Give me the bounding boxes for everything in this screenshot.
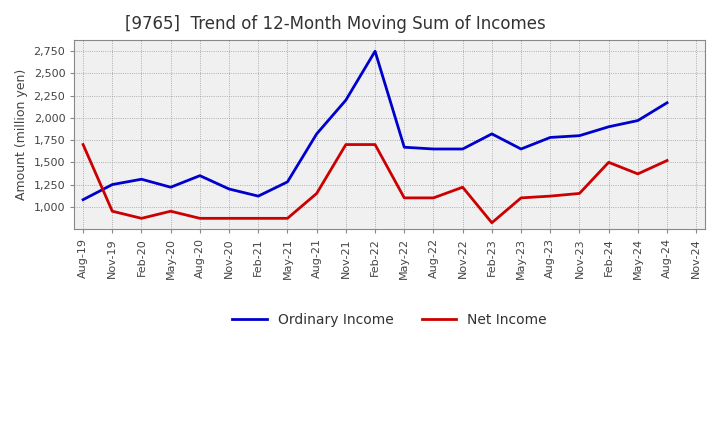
Ordinary Income [604, 124, 613, 129]
Net Income [78, 142, 87, 147]
Ordinary Income [78, 197, 87, 202]
Ordinary Income [341, 98, 350, 103]
Y-axis label: Amount (million yen): Amount (million yen) [15, 69, 28, 200]
Net Income [341, 142, 350, 147]
Net Income [138, 216, 146, 221]
Ordinary Income [225, 187, 233, 192]
Net Income [108, 209, 117, 214]
Ordinary Income [254, 194, 263, 199]
Line: Net Income: Net Income [83, 145, 667, 223]
Net Income [254, 216, 263, 221]
Legend: Ordinary Income, Net Income: Ordinary Income, Net Income [227, 308, 553, 333]
Ordinary Income [138, 176, 146, 182]
Net Income [400, 195, 408, 201]
Ordinary Income [662, 100, 671, 106]
Net Income [634, 171, 642, 176]
Text: [9765]  Trend of 12-Month Moving Sum of Incomes: [9765] Trend of 12-Month Moving Sum of I… [125, 15, 546, 33]
Net Income [196, 216, 204, 221]
Net Income [575, 191, 584, 196]
Line: Ordinary Income: Ordinary Income [83, 51, 667, 200]
Net Income [487, 220, 496, 225]
Ordinary Income [166, 185, 175, 190]
Net Income [459, 185, 467, 190]
Ordinary Income [575, 133, 584, 138]
Ordinary Income [517, 147, 526, 152]
Ordinary Income [108, 182, 117, 187]
Ordinary Income [634, 118, 642, 123]
Net Income [312, 191, 321, 196]
Net Income [429, 195, 438, 201]
Net Income [166, 209, 175, 214]
Ordinary Income [459, 147, 467, 152]
Net Income [604, 160, 613, 165]
Ordinary Income [487, 131, 496, 136]
Ordinary Income [283, 179, 292, 184]
Ordinary Income [546, 135, 554, 140]
Ordinary Income [400, 145, 408, 150]
Ordinary Income [312, 131, 321, 136]
Net Income [517, 195, 526, 201]
Net Income [546, 194, 554, 199]
Ordinary Income [196, 173, 204, 178]
Ordinary Income [371, 48, 379, 54]
Net Income [662, 158, 671, 163]
Net Income [371, 142, 379, 147]
Net Income [283, 216, 292, 221]
Net Income [225, 216, 233, 221]
Ordinary Income [429, 147, 438, 152]
